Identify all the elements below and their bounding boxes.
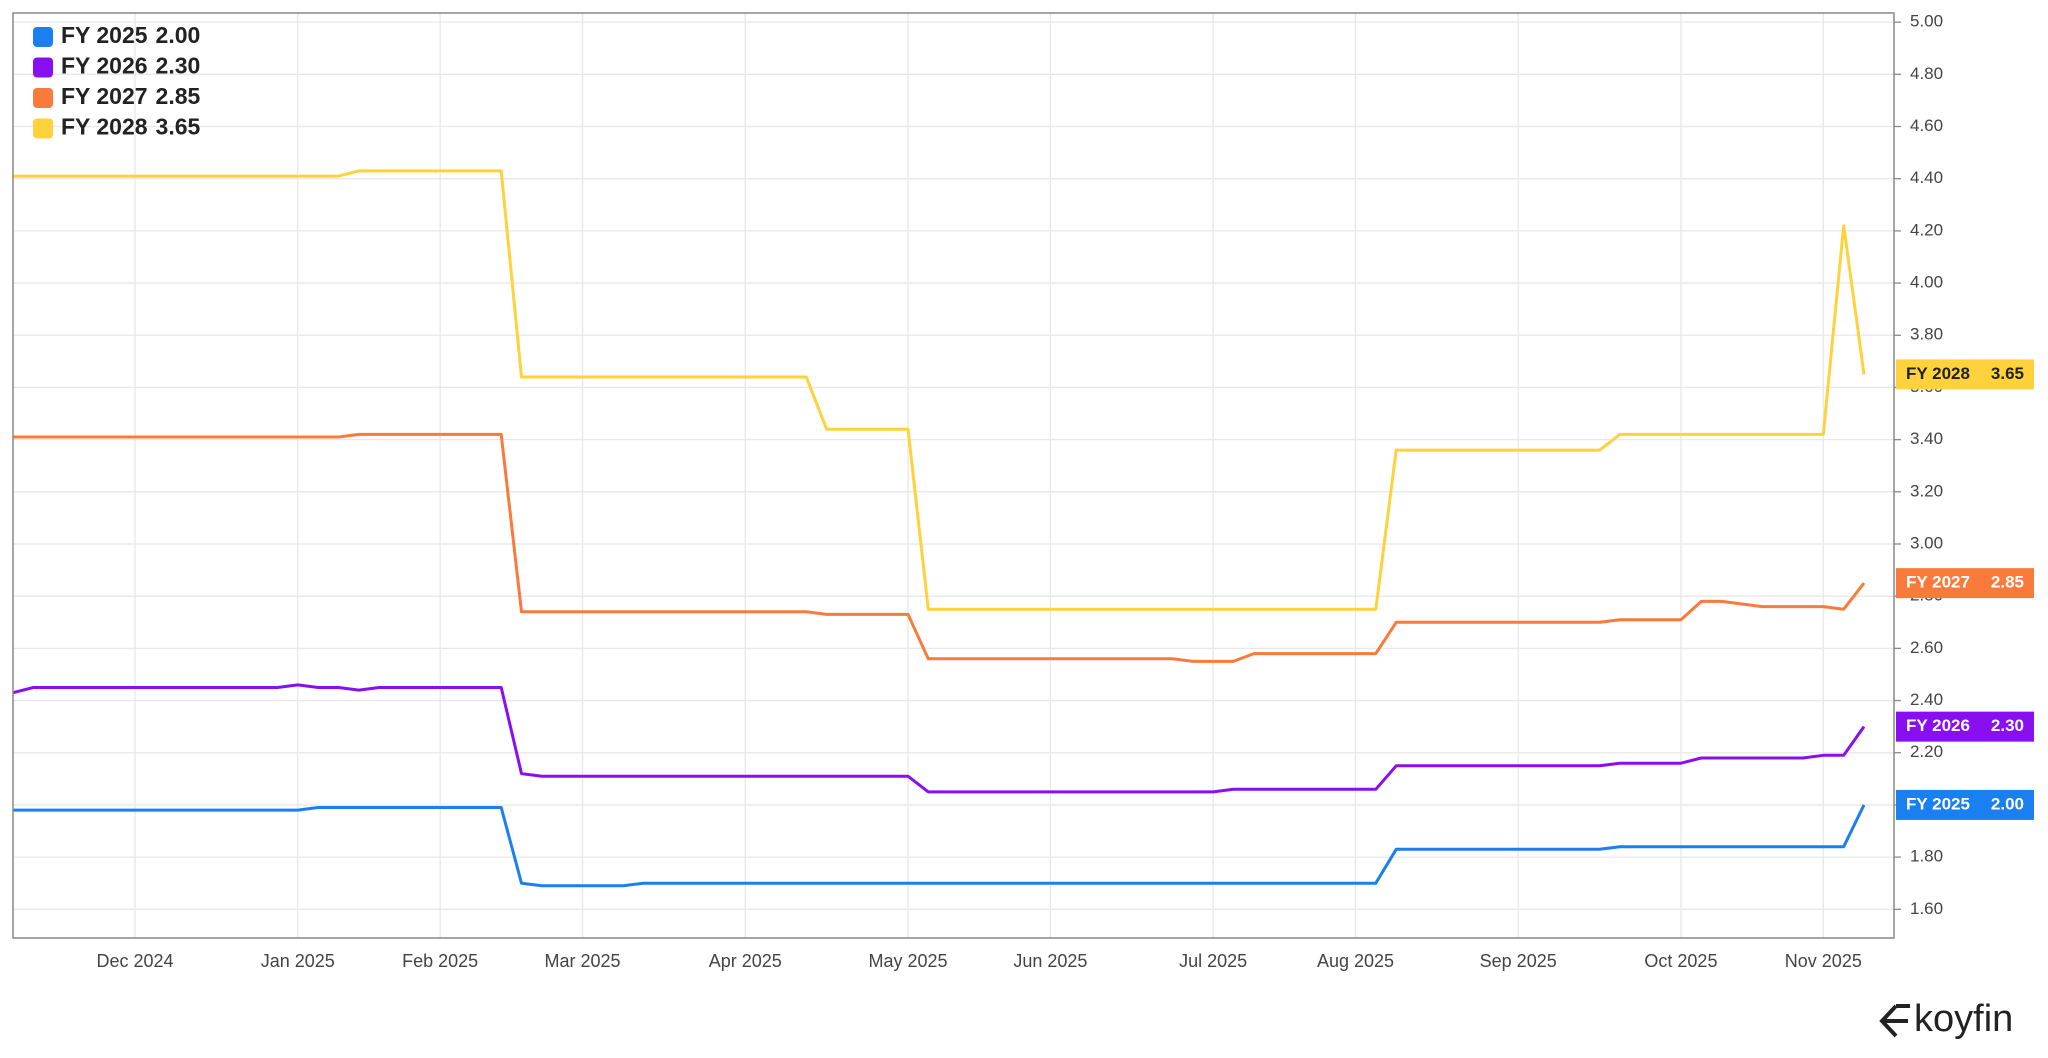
x-tick-label: Dec 2024 [97, 951, 174, 971]
y-tick-label: 4.60 [1910, 116, 1943, 135]
lines [12, 169, 1866, 888]
value-tag-name: FY 2027 [1906, 573, 1970, 592]
series-line [12, 683, 1866, 794]
legend-swatch [33, 118, 53, 139]
value-tag-value: 2.85 [1991, 573, 2024, 592]
x-tick-label: Nov 2025 [1785, 951, 1862, 971]
x-tick-label: May 2025 [868, 951, 947, 971]
x-tick-label: Aug 2025 [1317, 951, 1394, 971]
value-tag-name: FY 2025 [1906, 794, 1970, 813]
x-tick-label: Oct 2025 [1644, 951, 1717, 971]
value-tag-name: FY 2026 [1906, 716, 1970, 735]
x-tick-label: Feb 2025 [402, 951, 478, 971]
value-tag [1896, 359, 2034, 390]
series-line [13, 804, 1866, 888]
y-tick-label: 1.80 [1910, 847, 1943, 866]
y-tick-label: 3.80 [1910, 325, 1943, 344]
legend-latest: 2.30 [156, 53, 201, 79]
grid [13, 13, 1894, 938]
brand-name: koyfin [1914, 998, 2013, 1040]
y-tick-label: 2.20 [1910, 742, 1943, 761]
y-tick-label: 3.00 [1910, 533, 1943, 552]
legend-swatch [33, 27, 53, 47]
legend-latest: 3.65 [156, 114, 201, 140]
y-tick-label: 4.20 [1910, 220, 1943, 239]
legend-name: FY 2026 [61, 53, 148, 79]
x-tick-label: Jan 2025 [261, 951, 335, 971]
y-tick-label: 2.40 [1910, 690, 1943, 709]
legend-label: FY 2026 2.30 [61, 53, 200, 79]
value-tags: FY 2025 2.00 FY 2026 2.30 FY 2027 2.85 FY 2028… [1896, 359, 2034, 820]
y-tick-label: 3.20 [1910, 481, 1943, 500]
value-tag-value: 2.30 [1991, 716, 2024, 735]
legend-label: FY 2025 2.00 [61, 22, 200, 48]
value-tag-value: 2.00 [1991, 794, 2024, 813]
series-line [13, 169, 1866, 611]
x-tick-label: Jul 2025 [1179, 951, 1247, 971]
legend-label: FY 2027 2.85 [61, 83, 201, 109]
axes: 1.601.802.002.202.402.602.803.003.203.40… [97, 12, 1944, 971]
y-tick-label: 4.00 [1910, 273, 1943, 292]
logo-mark [1879, 1004, 1910, 1038]
x-tick-label: Mar 2025 [545, 951, 621, 971]
value-tag-value: 3.65 [1991, 364, 2024, 383]
legend-name: FY 2027 [61, 83, 148, 109]
plot-frame [12, 12, 1895, 939]
value-tag-name: FY 2028 [1906, 364, 1970, 383]
series-line [13, 432, 1866, 663]
y-tick-label: 4.80 [1910, 64, 1943, 83]
legend-swatch [33, 57, 53, 78]
legend-latest: 2.85 [156, 83, 201, 109]
legend-name: FY 2028 [61, 114, 148, 140]
legend-label: FY 2028 3.65 [61, 114, 201, 140]
y-tick-label: 2.60 [1910, 638, 1943, 657]
legend-name: FY 2025 [61, 22, 148, 48]
value-tag [1896, 789, 2034, 820]
y-tick-label: 4.40 [1910, 168, 1943, 187]
x-tick-label: Jun 2025 [1013, 951, 1087, 971]
legend-latest: 2.00 [156, 22, 201, 48]
x-tick-label: Sep 2025 [1480, 951, 1557, 971]
brand-logo: koyfin [1879, 998, 2013, 1040]
y-tick-label: 5.00 [1910, 12, 1943, 31]
legend: FY 2025 2.00 FY 2026 2.30 FY 2027 2.85 FY 2028… [33, 22, 201, 140]
value-tag [1896, 568, 2034, 599]
x-tick-label: Apr 2025 [709, 951, 782, 971]
y-tick-label: 1.60 [1910, 899, 1943, 918]
value-tag [1896, 711, 2034, 742]
legend-swatch [33, 88, 53, 108]
y-tick-label: 3.40 [1910, 429, 1943, 448]
